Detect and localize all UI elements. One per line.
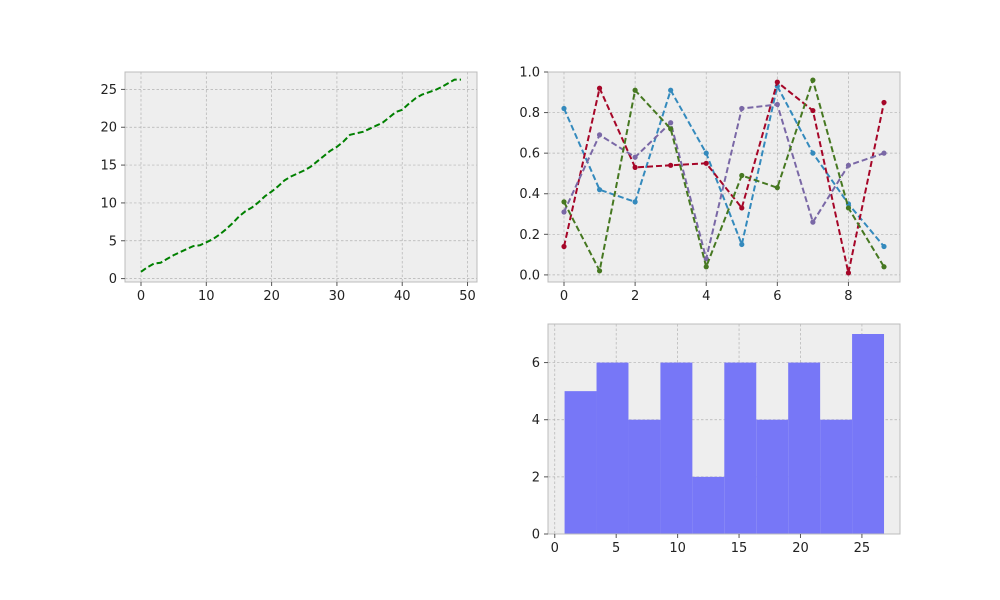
x-tick-label: 10 <box>198 289 215 304</box>
data-point <box>596 132 603 138</box>
data-point <box>739 105 745 112</box>
data-point <box>703 264 709 270</box>
series-line <box>140 78 461 273</box>
data-point <box>810 77 816 83</box>
data-point <box>881 150 887 156</box>
histogram-bar <box>596 362 629 534</box>
data-point <box>668 120 674 126</box>
y-tick-label: 10 <box>100 196 117 211</box>
data-point <box>703 256 709 262</box>
y-tick-label: 25 <box>100 83 117 98</box>
histogram-bar <box>820 419 853 534</box>
x-tick-label: 25 <box>854 541 871 556</box>
y-tick-label: 0.6 <box>519 147 540 162</box>
x-tick-label: 20 <box>792 541 809 556</box>
data-point <box>881 99 887 106</box>
data-point <box>668 126 674 132</box>
data-point <box>845 270 852 276</box>
data-point <box>774 79 780 85</box>
data-point <box>739 205 745 211</box>
data-point <box>845 205 852 211</box>
data-point <box>561 209 567 215</box>
histogram-bar <box>660 362 693 534</box>
plot-frame <box>547 323 901 535</box>
x-tick-label: 8 <box>844 289 852 304</box>
data-point <box>668 162 674 168</box>
data-point <box>561 105 567 112</box>
x-tick-label: 10 <box>669 541 686 556</box>
x-tick-label: 5 <box>612 541 620 556</box>
plot-frame <box>124 71 478 283</box>
data-point <box>881 243 887 250</box>
histogram-bar <box>564 391 597 534</box>
histogram-bar <box>692 476 725 534</box>
data-point <box>739 172 745 179</box>
data-point <box>596 268 603 274</box>
histogram-plot: 0 5 10 15 20 25 0 2 4 6 <box>532 323 901 556</box>
y-tick-label: 4 <box>532 413 540 428</box>
data-point <box>596 187 603 193</box>
y-tick-label: 1.0 <box>519 66 540 81</box>
x-tick-label: 30 <box>329 289 346 304</box>
y-tick-label: 0 <box>109 272 117 287</box>
x-tick-label: 6 <box>773 289 781 304</box>
y-tick-label: 5 <box>109 234 117 249</box>
data-point <box>881 264 887 270</box>
plot-frame <box>547 71 901 283</box>
data-point <box>632 164 638 170</box>
y-tick-label: 0.0 <box>519 268 540 283</box>
data-point <box>632 199 638 205</box>
data-point <box>774 185 780 191</box>
y-tick-label: 6 <box>532 356 540 371</box>
data-point <box>774 101 780 108</box>
plot-background <box>548 72 900 282</box>
x-tick-label: 2 <box>631 289 639 304</box>
x-tick-label: 20 <box>263 289 280 304</box>
data-point <box>845 162 852 168</box>
x-tick-label: 0 <box>551 541 559 556</box>
data-point <box>739 241 745 248</box>
histogram-bar <box>756 419 789 534</box>
x-tick-label: 50 <box>459 289 476 304</box>
y-tick-label: 0 <box>532 528 540 543</box>
histogram-bar <box>852 334 885 534</box>
data-point <box>810 219 816 225</box>
x-tick-label: 0 <box>560 289 568 304</box>
x-tick-label: 40 <box>394 289 411 304</box>
cumulative-line-plot: 0 10 20 30 40 50 0 5 10 15 20 25 <box>100 71 478 304</box>
multi-series-line-plot: 0 2 4 6 8 0.0 0.2 0.4 0.6 0.8 1.0 <box>519 66 901 304</box>
y-tick-label: 2 <box>532 470 540 485</box>
data-point <box>632 87 638 93</box>
data-point <box>703 160 709 166</box>
data-point <box>632 154 638 160</box>
series-line <box>563 79 885 272</box>
histogram-bar <box>788 362 821 534</box>
data-point <box>810 150 816 156</box>
data-point <box>596 85 603 91</box>
data-point <box>810 107 816 114</box>
y-tick-label: 0.2 <box>519 228 540 243</box>
data-point <box>703 150 709 156</box>
x-tick-label: 4 <box>702 289 710 304</box>
histogram-bar <box>628 419 661 534</box>
x-tick-label: 15 <box>731 541 748 556</box>
data-point <box>561 243 567 250</box>
data-point <box>668 87 674 93</box>
y-tick-label: 0.8 <box>519 106 540 121</box>
x-tick-label: 0 <box>137 289 145 304</box>
histogram-bar <box>724 362 757 534</box>
y-tick-label: 15 <box>100 159 117 174</box>
series-line <box>563 85 885 248</box>
y-tick-label: 0.4 <box>519 187 540 202</box>
plot-background <box>125 72 477 282</box>
y-tick-label: 20 <box>100 121 117 136</box>
data-point <box>561 199 567 205</box>
